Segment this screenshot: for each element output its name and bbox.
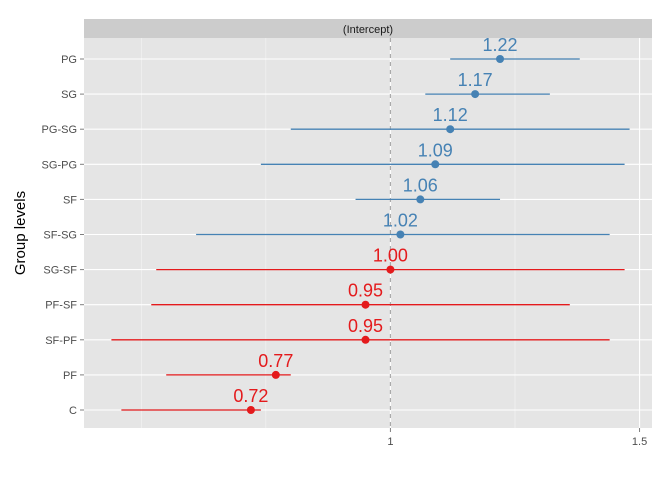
y-tick-label: SF bbox=[63, 194, 77, 206]
x-tick-label: 1.5 bbox=[632, 436, 647, 448]
value-label: 0.77 bbox=[258, 351, 293, 371]
value-label: 1.12 bbox=[433, 105, 468, 125]
estimate-point bbox=[446, 125, 455, 134]
estimate-point bbox=[396, 230, 405, 239]
x-tick-label: 1 bbox=[387, 436, 393, 448]
plot-panel bbox=[84, 38, 652, 428]
y-tick-label: SF-SG bbox=[43, 230, 77, 242]
value-label: 1.06 bbox=[403, 175, 438, 195]
estimate-point bbox=[271, 370, 280, 379]
estimate-point bbox=[361, 300, 370, 309]
y-tick-label: PG bbox=[61, 54, 77, 66]
y-tick-label: SF-PF bbox=[45, 335, 77, 347]
estimate-point bbox=[386, 265, 395, 274]
estimate-point bbox=[361, 335, 370, 344]
y-axis: PG SG PG-SG SG-PG SF SF-SG SG-SF PF-SF SF-PF PF C bbox=[42, 54, 84, 417]
value-label: 0.95 bbox=[348, 281, 383, 301]
value-label: 1.09 bbox=[418, 140, 453, 160]
y-tick-label: SG bbox=[61, 89, 77, 101]
y-tick-label: C bbox=[69, 405, 77, 417]
estimate-point bbox=[246, 406, 255, 414]
value-label: 0.72 bbox=[233, 386, 268, 406]
y-tick-label: SG-PG bbox=[42, 159, 77, 171]
estimate-point bbox=[471, 90, 480, 99]
y-tick-label: PF-SF bbox=[45, 300, 77, 312]
value-label: 1.00 bbox=[373, 246, 408, 266]
point-ranges: 1.22 1.17 1.12 1.09 1.06 1.02 1.00 0.95 0.95 0.77… bbox=[111, 35, 630, 414]
y-axis-title: Group levels bbox=[12, 191, 29, 275]
value-label: 0.95 bbox=[348, 316, 383, 336]
value-label: 1.22 bbox=[483, 35, 518, 55]
estimate-point bbox=[431, 160, 440, 169]
value-label: 1.02 bbox=[383, 211, 418, 231]
estimate-point bbox=[496, 55, 505, 63]
y-tick-label: SG-SF bbox=[43, 265, 77, 277]
y-tick-label: PF bbox=[63, 370, 77, 382]
strip-background bbox=[84, 19, 652, 38]
x-axis: 1 1.5 bbox=[387, 428, 647, 448]
estimate-point bbox=[416, 195, 425, 204]
value-label: 1.17 bbox=[458, 70, 493, 90]
panel-title: (Intercept) bbox=[343, 24, 393, 36]
y-tick-label: PG-SG bbox=[42, 124, 77, 136]
